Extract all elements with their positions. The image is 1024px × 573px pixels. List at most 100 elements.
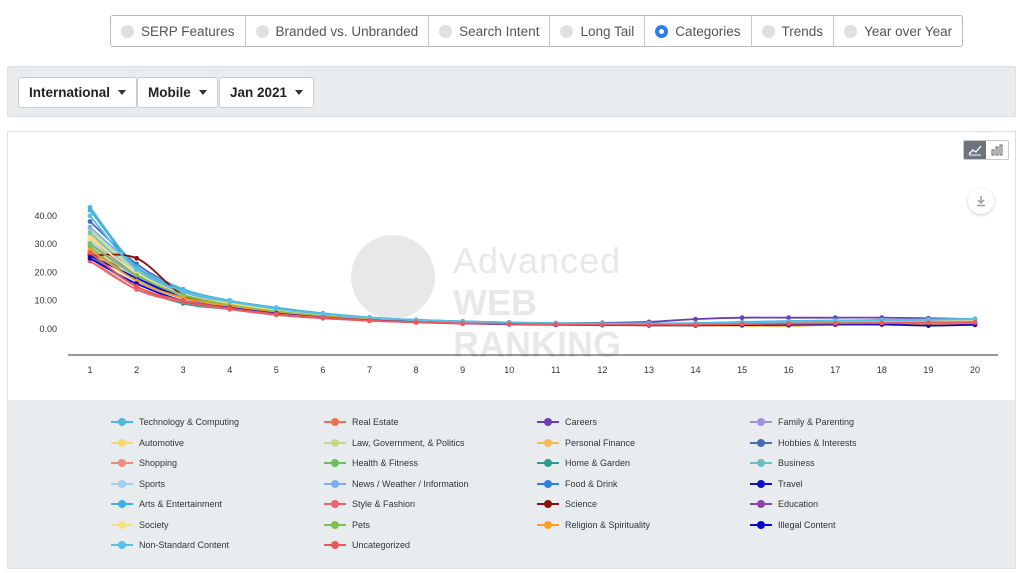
legend-item[interactable]: Sports	[111, 479, 165, 489]
data-point[interactable]	[180, 298, 186, 304]
data-point[interactable]	[134, 284, 139, 289]
data-point[interactable]	[134, 272, 139, 278]
data-point[interactable]	[460, 320, 466, 326]
legend-item[interactable]: Real Estate	[324, 417, 399, 427]
legend-item[interactable]: News / Weather / Information	[324, 479, 468, 489]
series-line[interactable]	[89, 234, 976, 325]
line-chart-button[interactable]	[964, 141, 986, 159]
data-point[interactable]	[693, 316, 698, 322]
download-button[interactable]	[968, 188, 994, 214]
legend-item[interactable]: Pets	[324, 520, 370, 530]
data-point[interactable]	[87, 219, 93, 224]
series-line[interactable]	[89, 249, 976, 327]
data-point[interactable]	[227, 298, 233, 304]
legend-item[interactable]: Technology & Computing	[111, 417, 239, 427]
series-line[interactable]	[89, 243, 976, 326]
legend-item[interactable]: Hobbies & Interests	[750, 438, 857, 448]
series-line[interactable]	[89, 229, 976, 325]
data-point[interactable]	[273, 306, 279, 312]
data-point[interactable]	[273, 311, 279, 317]
legend-item[interactable]: Science	[537, 499, 597, 509]
data-point[interactable]	[87, 213, 93, 219]
data-point[interactable]	[320, 315, 326, 321]
data-point[interactable]	[506, 321, 512, 327]
legend-item[interactable]: Law, Government, & Politics	[324, 438, 465, 448]
data-point[interactable]	[227, 305, 233, 311]
data-point[interactable]	[87, 250, 93, 255]
data-point[interactable]	[134, 267, 139, 272]
legend-item[interactable]: Health & Fitness	[324, 458, 418, 468]
series-line[interactable]	[89, 251, 976, 326]
radio-icon[interactable]	[439, 24, 453, 38]
data-point[interactable]	[87, 236, 93, 241]
data-point[interactable]	[693, 322, 698, 328]
data-point[interactable]	[599, 322, 605, 328]
legend-item[interactable]: Business	[750, 458, 815, 468]
data-point[interactable]	[739, 315, 745, 321]
data-point[interactable]	[972, 316, 978, 322]
data-point[interactable]	[879, 320, 885, 326]
tab-long-tail[interactable]: Long Tail	[550, 16, 646, 46]
series-line[interactable]	[89, 257, 976, 326]
data-point[interactable]	[413, 319, 419, 325]
date-dropdown[interactable]: Jan 2021	[219, 77, 315, 108]
series-line[interactable]	[89, 249, 976, 326]
legend-item[interactable]: Food & Drink	[537, 479, 618, 489]
data-point[interactable]	[646, 322, 652, 328]
data-point[interactable]	[926, 320, 931, 326]
bar-chart-button[interactable]	[986, 141, 1008, 159]
series-line[interactable]	[89, 246, 976, 326]
series-line[interactable]	[89, 237, 975, 325]
radio-icon[interactable]	[121, 24, 134, 38]
series-line[interactable]	[89, 237, 976, 326]
series-line[interactable]	[89, 260, 976, 326]
legend-item[interactable]: Home & Garden	[537, 458, 630, 468]
legend-item[interactable]: Automotive	[111, 438, 184, 448]
data-point[interactable]	[134, 255, 139, 261]
legend-item[interactable]: Illegal Content	[750, 520, 836, 530]
data-point[interactable]	[87, 255, 93, 261]
legend-item[interactable]: Travel	[750, 479, 803, 489]
series-line[interactable]	[89, 254, 976, 326]
data-point[interactable]	[180, 288, 186, 294]
series-line[interactable]	[89, 251, 976, 325]
legend-item[interactable]: Religion & Spirituality	[537, 520, 650, 530]
data-point[interactable]	[367, 318, 372, 323]
tab-serp-features[interactable]: SERP Features	[111, 16, 246, 46]
legend-item[interactable]: Family & Parenting	[750, 417, 854, 427]
data-point[interactable]	[320, 311, 326, 317]
legend-item[interactable]: Arts & Entertainment	[111, 499, 222, 509]
series-line[interactable]	[89, 243, 976, 326]
radio-icon[interactable]	[761, 24, 775, 38]
data-point[interactable]	[832, 320, 838, 326]
legend-item[interactable]: Society	[111, 520, 169, 530]
series-line[interactable]	[89, 240, 976, 326]
radio-selected-icon[interactable]	[655, 24, 669, 38]
legend-item[interactable]: Education	[750, 499, 818, 509]
series-line[interactable]	[89, 254, 976, 326]
radio-icon[interactable]	[255, 24, 269, 38]
series-line[interactable]	[89, 253, 976, 326]
device-dropdown[interactable]: Mobile	[137, 77, 218, 108]
data-point[interactable]	[739, 321, 745, 327]
data-point[interactable]	[786, 321, 792, 327]
radio-icon[interactable]	[560, 24, 574, 38]
legend-item[interactable]: Careers	[537, 417, 597, 427]
tab-search-intent[interactable]: Search Intent	[429, 16, 551, 46]
tab-year-over-year[interactable]: Year over Year	[834, 16, 962, 46]
legend-item[interactable]: Personal Finance	[537, 438, 635, 448]
data-point[interactable]	[972, 320, 978, 325]
data-point[interactable]	[87, 230, 93, 236]
tab-branded-vs-unbranded[interactable]: Branded vs. Unbranded	[246, 16, 430, 46]
data-point[interactable]	[87, 241, 93, 247]
data-point[interactable]	[786, 315, 792, 321]
tab-trends[interactable]: Trends	[752, 16, 835, 46]
legend-item[interactable]: Style & Fashion	[324, 499, 415, 509]
legend-item[interactable]: Non-Standard Content	[111, 540, 229, 550]
data-point[interactable]	[553, 322, 559, 327]
region-dropdown[interactable]: International	[18, 77, 138, 108]
legend-item[interactable]: Shopping	[111, 458, 177, 468]
series-line[interactable]	[89, 232, 976, 325]
series-line[interactable]	[89, 257, 976, 327]
data-point[interactable]	[87, 224, 93, 230]
